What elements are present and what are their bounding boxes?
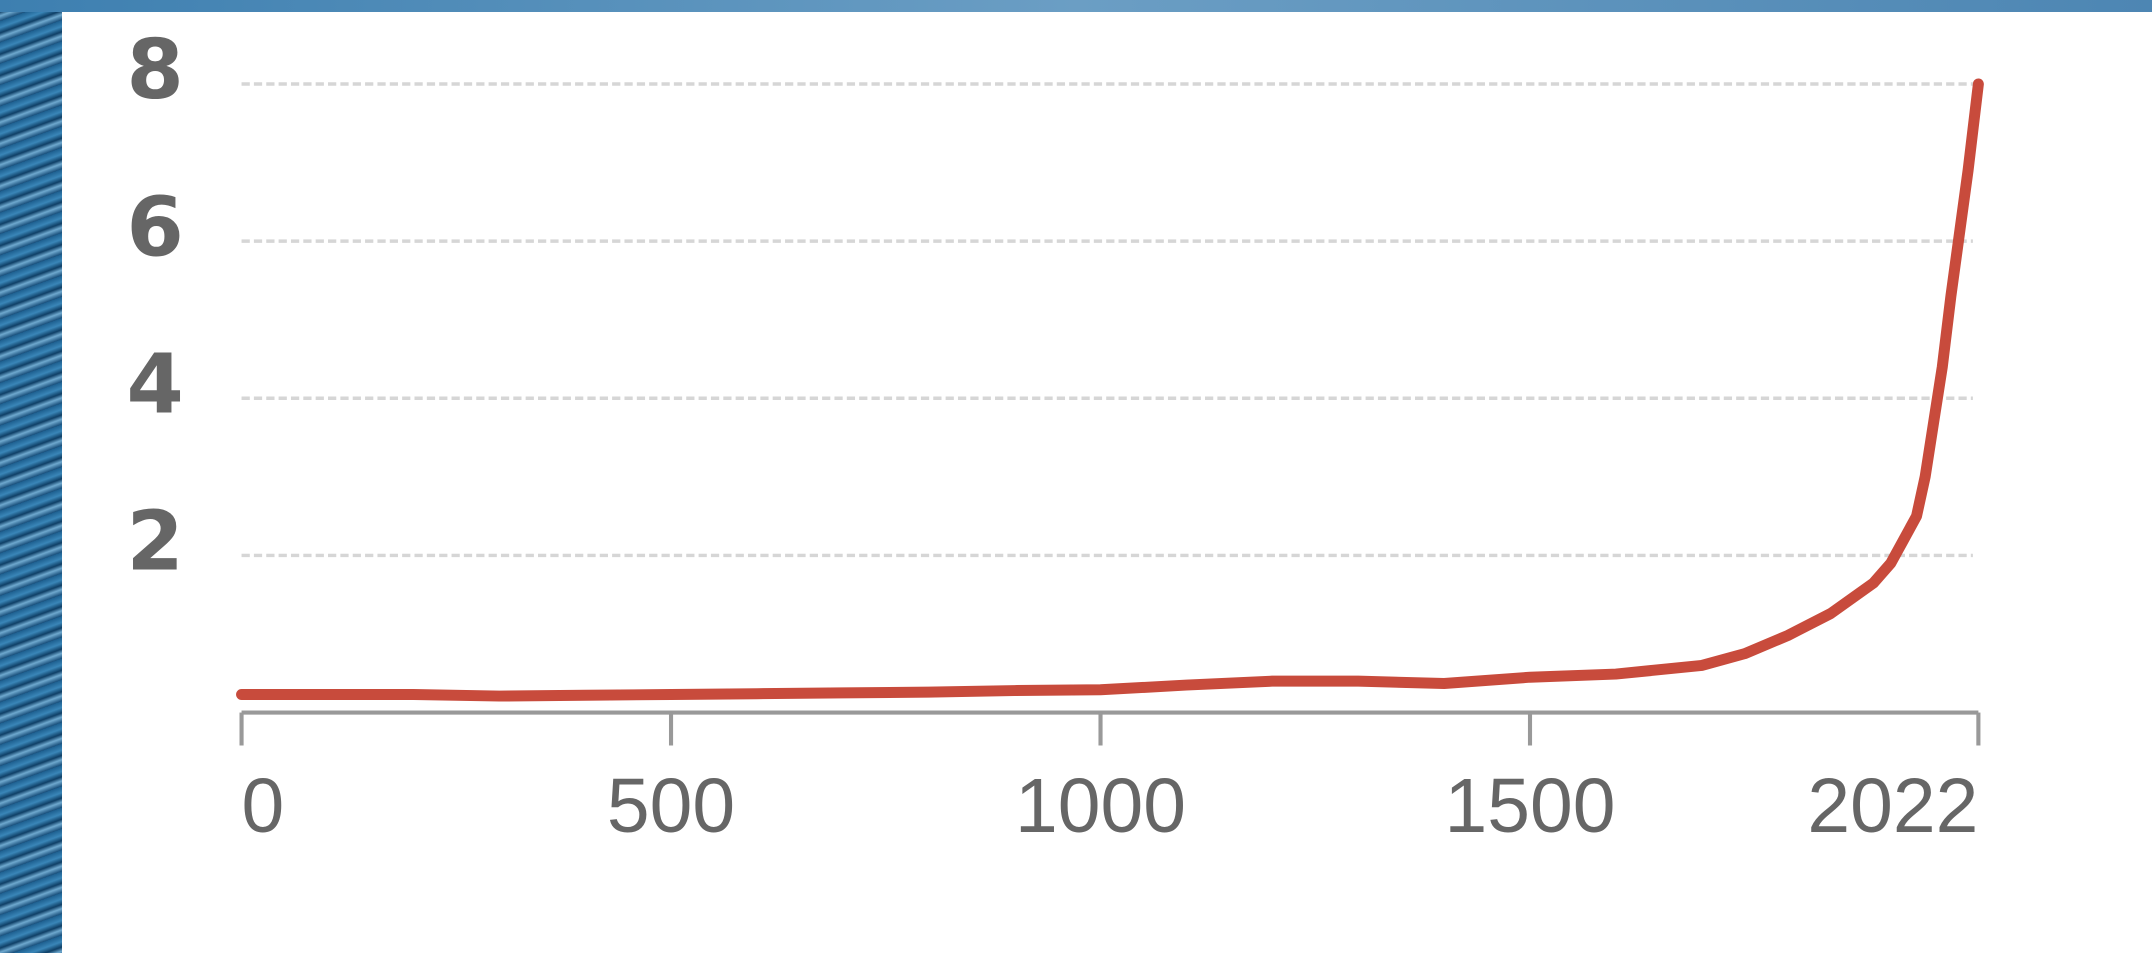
x-tick-label: 500 [607, 763, 735, 849]
data-line [236, 78, 1984, 702]
y-tick-label: 4 [126, 337, 183, 432]
y-tick-label: 6 [126, 180, 183, 275]
chart-panel [62, 12, 2152, 953]
y-tick-label: 8 [126, 23, 183, 118]
background-image [0, 0, 62, 953]
x-tick-label: 0 [242, 763, 285, 849]
x-tick-label: 1500 [1445, 763, 1616, 849]
background-band [0, 0, 2152, 12]
x-tick-label: 2022 [1807, 763, 1978, 849]
y-tick-label: 2 [126, 495, 183, 590]
x-tick-label: 1000 [1015, 763, 1186, 849]
